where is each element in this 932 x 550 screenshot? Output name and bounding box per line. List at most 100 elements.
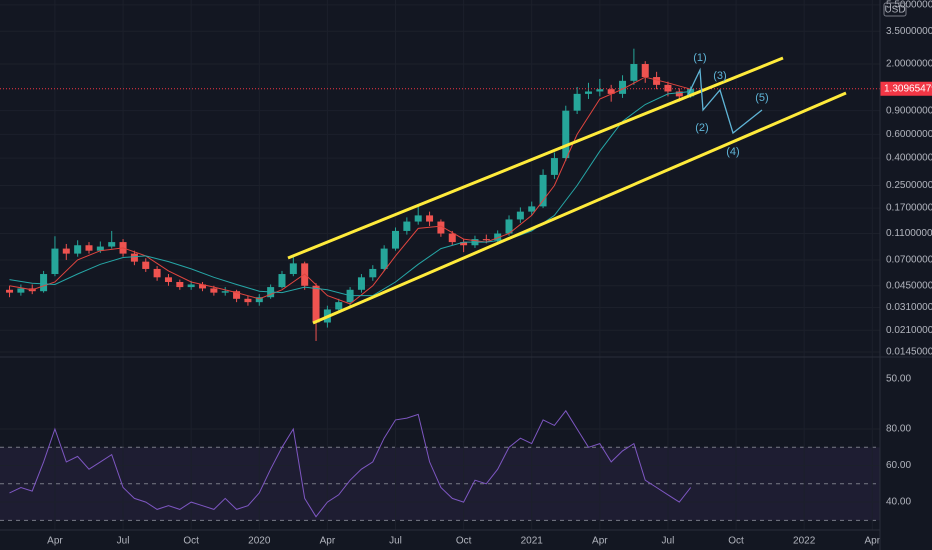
candle-body [392, 230, 400, 249]
candle-body [494, 233, 502, 241]
wave-label: (4) [726, 146, 739, 158]
candle-body [414, 215, 422, 222]
moving-average [9, 91, 691, 297]
candle-body [233, 291, 241, 299]
candle-body [584, 91, 592, 94]
candle-body [573, 93, 581, 111]
candle-body [448, 233, 456, 243]
candle-body [516, 211, 524, 220]
candle-body [221, 291, 229, 293]
rsi-top-label: 50.00 [886, 374, 911, 385]
x-tick-label: 2022 [793, 536, 816, 547]
x-tick-label: 2020 [248, 536, 271, 547]
x-tick-label: Oct [183, 536, 199, 547]
last-price-label: 1.30965479 [884, 83, 932, 94]
candle-body [142, 261, 150, 269]
candle-body [550, 158, 558, 175]
candle-body [74, 245, 82, 254]
candle-body [51, 248, 59, 275]
y-tick-label: 5.50000000 [886, 0, 932, 11]
channel-lower [312, 91, 847, 325]
x-tick-label: Jul [117, 536, 130, 547]
candle-body [528, 206, 536, 212]
y-tick-label: 0.01450000 [886, 347, 932, 358]
candle-body [687, 88, 695, 97]
candle-body [460, 242, 468, 246]
candle-body [369, 268, 377, 278]
candle-body [312, 285, 320, 323]
wave-label: (3) [713, 70, 726, 82]
candle-body [335, 302, 343, 310]
candle-body [482, 239, 490, 241]
candle-body [255, 297, 263, 303]
y-tick-label: 3.50000000 [886, 26, 932, 37]
candle-body [380, 248, 388, 269]
candle-body [619, 80, 627, 94]
wave-label: (2) [695, 122, 708, 134]
candle-body [176, 281, 184, 288]
candle-body [40, 274, 48, 292]
candle-body [85, 245, 93, 251]
candle-body [164, 277, 172, 282]
candle-body [596, 89, 604, 92]
candle-body [278, 274, 286, 288]
x-tick-label: Oct [456, 536, 472, 547]
candle-body [96, 246, 104, 251]
candle-body [130, 253, 138, 262]
candle-body [641, 64, 649, 78]
candle-body [210, 288, 218, 293]
last-price-box [880, 81, 932, 96]
candle-body [199, 284, 207, 289]
candle-body [17, 288, 25, 293]
currency-label: USD [884, 5, 905, 16]
candle-body [289, 263, 297, 275]
drawings [287, 56, 847, 325]
candle-body [505, 219, 513, 234]
rsi-line [9, 409, 692, 518]
candle-body [187, 284, 195, 288]
candle-body [653, 77, 661, 85]
candle-body [403, 221, 411, 231]
wave-label: (1) [693, 52, 706, 64]
x-tick-label: Jul [389, 536, 402, 547]
candle-body [108, 242, 116, 247]
y-tick-label: 80.00 [886, 424, 911, 435]
x-tick-label: Apr [864, 536, 880, 547]
candle-body [437, 221, 445, 234]
moving-average [9, 76, 691, 305]
channel-upper [287, 56, 784, 260]
candle-body [244, 298, 252, 303]
y-tick-label: 40.00 [886, 497, 911, 508]
y-tick-label: 60.00 [886, 460, 911, 471]
candle-body [62, 248, 70, 254]
candle-body [562, 110, 570, 159]
x-tick-label: 2021 [521, 536, 544, 547]
candle-body [539, 174, 547, 207]
candle-body [6, 289, 14, 293]
wave-label: (5) [755, 92, 768, 104]
x-tick-label: Apr [47, 536, 63, 547]
currency-box [883, 2, 907, 17]
x-tick-label: Oct [728, 536, 744, 547]
candle-body [675, 91, 683, 97]
grid [0, 446, 880, 521]
candle-body [153, 268, 161, 278]
candle-body [664, 84, 672, 92]
wave-projection [687, 67, 763, 135]
x-tick-label: Jul [662, 536, 675, 547]
candle-body [426, 215, 434, 222]
x-tick-label: Apr [592, 536, 608, 547]
candle-body [607, 89, 615, 94]
